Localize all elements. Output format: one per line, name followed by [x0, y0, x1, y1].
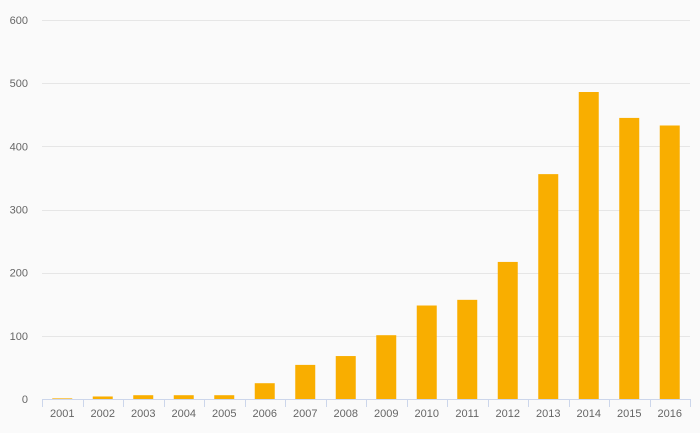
x-tick-label: 2001: [50, 408, 74, 420]
bar-2012[interactable]: [497, 261, 518, 399]
y-tick-label: 300: [10, 205, 28, 217]
x-axis: [42, 399, 691, 407]
y-axis-tick-labels: 0 100 200 300 400 500 600: [10, 15, 28, 406]
bar-2016[interactable]: [659, 125, 680, 400]
x-axis-tick-labels: 2001 2002 2003 2004 2005 2006 2007 2008 2009 2010…: [50, 408, 682, 420]
x-tick-label: 2003: [131, 408, 155, 420]
bar-2009[interactable]: [376, 335, 397, 399]
bar-2003[interactable]: [133, 395, 154, 399]
x-tick-label: 2008: [334, 408, 358, 420]
x-tick-label: 2002: [91, 408, 115, 420]
bar-2014[interactable]: [578, 92, 599, 399]
x-tick-label: 2016: [658, 408, 682, 420]
x-tick-label: 2006: [253, 408, 277, 420]
bar-2005[interactable]: [214, 395, 235, 399]
x-tick-label: 2015: [617, 408, 641, 420]
x-tick-label: 2012: [496, 408, 520, 420]
bar-2015[interactable]: [619, 117, 640, 399]
bar-2010[interactable]: [416, 305, 437, 399]
x-tick-label: 2013: [536, 408, 560, 420]
y-tick-label: 600: [10, 15, 28, 27]
bar-2013[interactable]: [538, 174, 559, 399]
bar-2001[interactable]: [52, 398, 73, 399]
bar-2007[interactable]: [295, 364, 316, 399]
x-tick-label: 2009: [374, 408, 398, 420]
x-tick-label: 2005: [212, 408, 236, 420]
bar-2002[interactable]: [92, 396, 113, 399]
bar-2011[interactable]: [457, 299, 478, 399]
y-tick-label: 200: [10, 268, 28, 280]
bar-2008[interactable]: [335, 356, 356, 399]
bar-2006[interactable]: [254, 383, 275, 399]
x-tick-label: 2010: [415, 408, 439, 420]
bars: [52, 92, 680, 400]
x-tick-label: 2011: [455, 408, 479, 420]
y-tick-label: 500: [10, 78, 28, 90]
y-tick-label: 0: [22, 394, 28, 406]
x-tick-label: 2004: [172, 408, 196, 420]
x-tick-label: 2014: [577, 408, 601, 420]
x-tick-label: 2007: [293, 408, 317, 420]
y-tick-label: 100: [10, 331, 28, 343]
y-tick-label: 400: [10, 141, 28, 153]
bar-2004[interactable]: [173, 395, 194, 399]
